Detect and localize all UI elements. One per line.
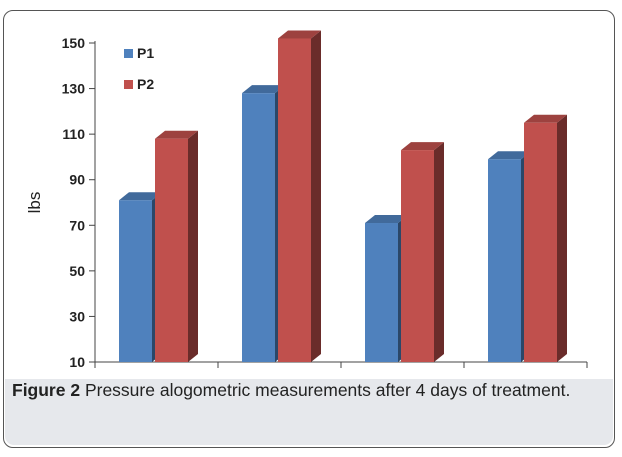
bar-p2-ip bbox=[524, 114, 567, 362]
bar-top-face bbox=[155, 130, 198, 139]
bar-p2-mc bbox=[278, 30, 321, 362]
bar-top-face bbox=[488, 151, 531, 160]
bar-side-face bbox=[434, 142, 444, 362]
bar-top-face bbox=[119, 192, 162, 201]
bar-top-face bbox=[401, 142, 444, 151]
figure-label: Figure 2 bbox=[12, 380, 81, 400]
caption-band bbox=[5, 379, 613, 445]
bar-front-face bbox=[365, 223, 398, 362]
bar-front-face bbox=[401, 150, 434, 362]
bar-side-face bbox=[188, 130, 198, 362]
bar-p2-sp bbox=[155, 130, 198, 362]
figure-caption-text: Pressure alogometric measurements after … bbox=[84, 380, 571, 400]
y-tick-label: 150 bbox=[62, 35, 86, 51]
bar-front-face bbox=[524, 122, 557, 362]
y-tick-label: 130 bbox=[62, 81, 86, 97]
y-axis-label: lbs bbox=[25, 192, 44, 214]
bar-front-face bbox=[155, 138, 188, 362]
bar-top-face bbox=[365, 215, 408, 224]
y-tick-label: 70 bbox=[69, 217, 85, 233]
bar-top-face bbox=[524, 114, 567, 123]
chart-legend: P1 P2 bbox=[124, 45, 154, 92]
bar-front-face bbox=[242, 93, 275, 362]
chart-bars bbox=[119, 30, 567, 362]
legend-swatch-p1 bbox=[124, 49, 133, 58]
legend-label-p2: P2 bbox=[137, 76, 154, 92]
bar-top-face bbox=[242, 85, 285, 94]
y-tick-label: 30 bbox=[69, 308, 85, 324]
legend-label-p1: P1 bbox=[137, 45, 154, 61]
y-tick-label: 50 bbox=[69, 263, 85, 279]
figure-caption: Figure 2 Pressure alogometric measuremen… bbox=[12, 378, 602, 402]
bar-side-face bbox=[311, 30, 321, 362]
bar-p2-pt bbox=[401, 142, 444, 362]
bar-top-face bbox=[278, 30, 321, 39]
y-tick-label: 110 bbox=[62, 126, 85, 142]
bar-front-face bbox=[488, 159, 521, 362]
y-tick-label: 90 bbox=[69, 172, 85, 188]
legend-swatch-p2 bbox=[124, 80, 133, 89]
bar-side-face bbox=[557, 114, 567, 362]
bar-front-face bbox=[119, 200, 152, 362]
bar-front-face bbox=[278, 38, 311, 362]
y-tick-label: 10 bbox=[69, 354, 85, 370]
